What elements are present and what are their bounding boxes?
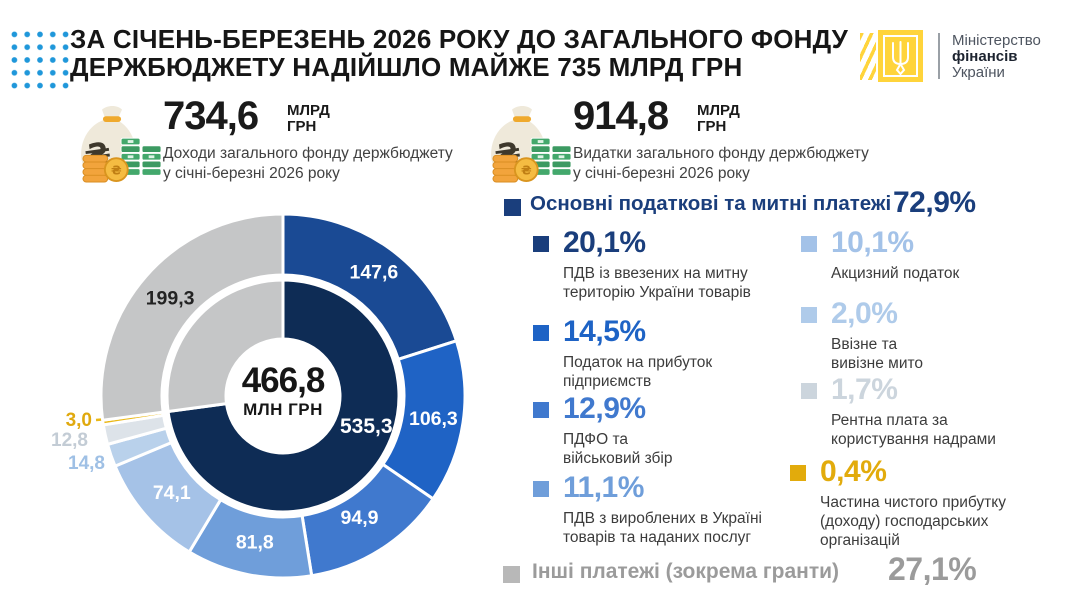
logo-divider xyxy=(938,33,940,79)
legend-item-caption: ПДВ з вироблених в Україні товарів та на… xyxy=(563,510,762,546)
trident-emblem-icon xyxy=(878,30,923,82)
revenue-value: 734,6 xyxy=(163,94,259,138)
expenditure-value: 914,8 xyxy=(573,94,669,138)
legend-swatch xyxy=(533,236,549,252)
legend-swatch xyxy=(801,383,817,399)
money-bag-icon: ₴ xyxy=(472,98,572,191)
legend-item-percent: 12,9% xyxy=(563,392,646,425)
revenue-unit: МЛРД ГРН xyxy=(287,102,330,135)
legend-swatch xyxy=(533,325,549,341)
legend-item-caption: Податок на прибуток підприємств xyxy=(563,354,713,390)
legend-item-caption: Ввізне та вивізне мито xyxy=(831,336,924,372)
expenditure-unit: МЛРД ГРН xyxy=(697,102,740,135)
legend-item-caption: ПДВ із ввезених на митну територію Украї… xyxy=(563,265,751,301)
legend-main-swatch xyxy=(504,199,521,216)
dot-grid-decoration xyxy=(8,28,72,92)
svg-text:МЛН ГРН: МЛН ГРН xyxy=(243,400,323,419)
svg-text:₴: ₴ xyxy=(521,163,532,177)
legend-item-caption: ПДФО та військовий збір xyxy=(563,431,673,467)
legend-item-caption: Частина чистого прибутку (доходу) господ… xyxy=(820,494,1006,549)
svg-text:12,8: 12,8 xyxy=(51,430,88,451)
legend-item-percent: 10,1% xyxy=(831,226,914,259)
svg-text:81,8: 81,8 xyxy=(236,531,274,553)
svg-text:14,8: 14,8 xyxy=(68,453,105,474)
expenditure-stat: ₴ xyxy=(472,94,872,186)
logo-stripes-decoration xyxy=(860,33,876,80)
ministry-name: Міністерство фінансів України xyxy=(952,33,1041,81)
legend-item-caption: Рентна плата за користування надрами xyxy=(831,412,996,448)
svg-text:3,0: 3,0 xyxy=(66,410,92,431)
ministry-name-line1: Міністерство xyxy=(952,32,1041,49)
legend-item-percent: 2,0% xyxy=(831,297,898,330)
legend-item-percent: 0,4% xyxy=(820,455,887,488)
svg-text:535,3: 535,3 xyxy=(340,415,393,438)
revenue-stat: ₴ xyxy=(62,94,462,186)
expenditure-caption: Видатки загального фонду держбюджету у с… xyxy=(573,145,869,182)
svg-text:₴: ₴ xyxy=(111,163,122,177)
legend-item-percent: 11,1% xyxy=(563,471,644,504)
page-title-line1: ЗА СІЧЕНЬ-БЕРЕЗЕНЬ 2026 РОКУ ДО ЗАГАЛЬНО… xyxy=(70,24,849,54)
legend-other-percent: 27,1% xyxy=(888,551,977,587)
svg-text:147,6: 147,6 xyxy=(349,262,398,284)
legend-other-label: Інші платежі (зокрема гранти) xyxy=(532,560,840,583)
legend-swatch xyxy=(790,465,806,481)
svg-text:74,1: 74,1 xyxy=(153,482,191,504)
legend-swatch xyxy=(533,481,549,497)
ministry-name-line3: України xyxy=(952,64,1005,81)
money-bag-icon: ₴ xyxy=(62,98,162,191)
legend-item-percent: 14,5% xyxy=(563,315,646,348)
page-title-line2: ДЕРЖБЮДЖЕТУ НАДІЙШЛО МАЙЖЕ 735 МЛРД ГРН xyxy=(70,52,743,82)
svg-text:466,8: 466,8 xyxy=(242,361,325,400)
legend-main-percent: 72,9% xyxy=(893,186,976,219)
revenue-caption: Доходи загального фонду держбюджету у сі… xyxy=(163,145,453,182)
legend-item-percent: 1,7% xyxy=(831,373,898,406)
legend-item-percent: 20,1% xyxy=(563,226,646,259)
legend-swatch xyxy=(533,402,549,418)
page-title: ЗА СІЧЕНЬ-БЕРЕЗЕНЬ 2026 РОКУ ДО ЗАГАЛЬНО… xyxy=(70,25,890,81)
svg-text:106,3: 106,3 xyxy=(409,408,458,430)
legend-swatch xyxy=(801,307,817,323)
legend-other-swatch xyxy=(503,566,520,583)
legend-swatch xyxy=(801,236,817,252)
svg-text:199,3: 199,3 xyxy=(146,287,195,309)
legend-main-label: Основні податкові та митні платежі xyxy=(530,192,892,215)
legend-item-caption: Акцизний податок xyxy=(831,265,960,282)
svg-text:94,9: 94,9 xyxy=(341,507,379,529)
ministry-name-line2: фінансів xyxy=(952,48,1018,65)
